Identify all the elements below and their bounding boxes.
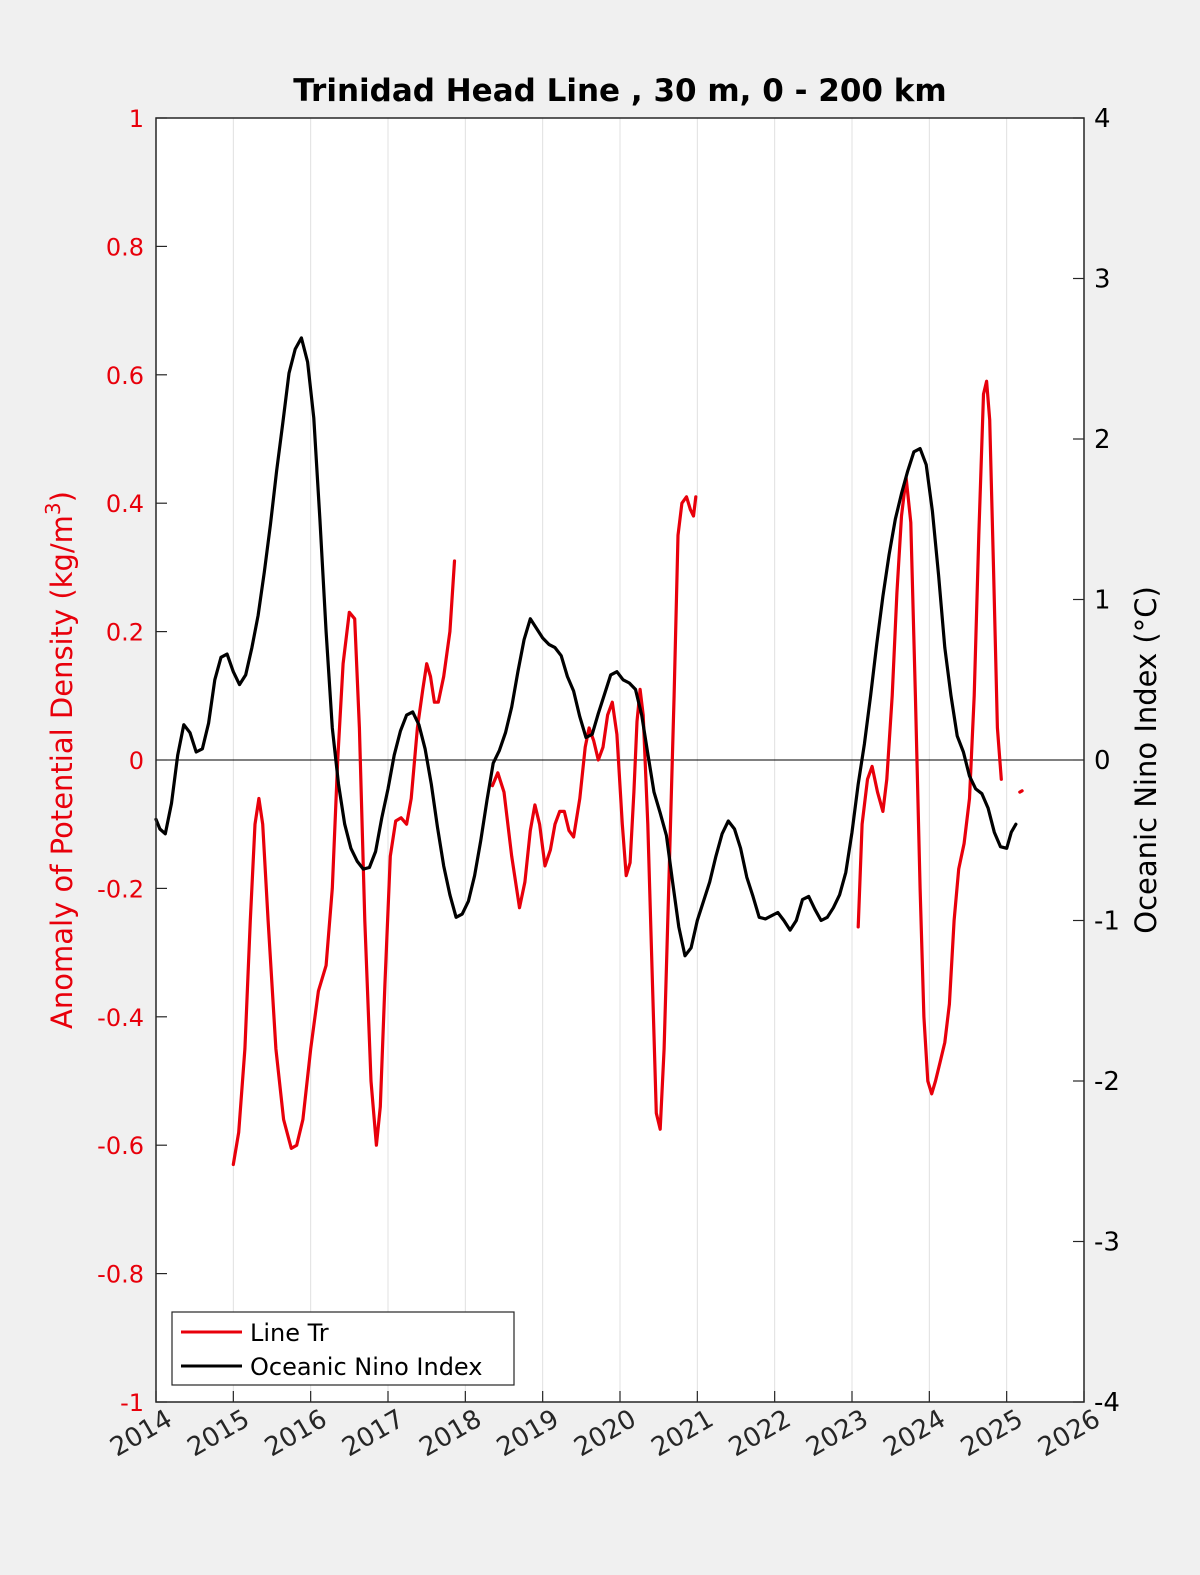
x-tick-label: 2019 [492,1404,564,1463]
left-tick-label: -0.4 [97,1004,144,1032]
line-tr-series-segment-1 [490,495,698,1131]
left-tick-label: 1 [129,105,144,133]
line-tr-series-segment-2 [856,379,1003,1096]
legend-label-oni: Oceanic Nino Index [250,1353,482,1381]
right-tick-label: -4 [1094,1388,1120,1418]
x-tick-label: 2022 [724,1404,796,1463]
x-tick-label: 2020 [569,1404,641,1463]
legend-label-line-tr: Line Tr [250,1319,329,1347]
right-tick-label: 3 [1094,265,1111,295]
oni-series-segment-0 [154,336,1018,958]
right-tick-label: 2 [1094,425,1111,455]
x-tick-label: 2016 [260,1404,332,1463]
left-tick-label: 0.2 [106,619,144,647]
left-axis-label: Anomaly of Potential Density (kg/m3) [41,491,79,1029]
legend: Line Tr Oceanic Nino Index [171,1311,515,1386]
line-tr-series-segment-0 [231,559,457,1167]
x-tick-label: 2025 [956,1404,1028,1463]
line-tr-series-segment-3 [1018,789,1024,794]
x-tick-label: 2024 [879,1404,951,1463]
left-tick-label: 0.8 [106,233,144,261]
left-axis-ticks: -1 -0.8 -0.6 -0.4 -0.2 0 0.2 0.4 0.6 0.8 1 [97,105,167,1417]
right-tick-label: -1 [1094,907,1120,937]
x-tick-label: 2018 [415,1404,487,1463]
left-tick-label: -1 [120,1389,144,1417]
left-tick-label: 0 [129,747,144,775]
right-tick-label: 1 [1094,586,1111,616]
left-tick-label: 0.6 [106,362,144,390]
left-axis-label-text: Anomaly of Potential Density (kg/m [45,515,79,1029]
left-tick-label: 0.4 [106,490,144,518]
x-tick-label: 2023 [801,1404,873,1463]
right-tick-label: 0 [1094,746,1111,776]
x-tick-label: 2017 [337,1404,409,1463]
left-tick-label: -0.6 [97,1132,144,1160]
legend-box [171,1311,515,1386]
left-axis-label-superscript: 3 [41,502,65,515]
x-tick-label: 2026 [1033,1404,1105,1463]
right-tick-label: -2 [1094,1067,1120,1097]
left-tick-label: -0.8 [97,1261,144,1289]
chart-title: Trinidad Head Line , 30 m, 0 - 200 km [293,73,946,109]
right-axis-ticks: -4 -3 -2 -1 0 1 2 3 4 [1073,104,1120,1418]
left-axis-label-close: ) [45,491,79,502]
right-tick-label: -3 [1094,1228,1120,1258]
x-tick-label: 2021 [647,1404,719,1463]
right-axis-label: Oceanic Nino Index (°C) [1129,586,1163,934]
plot-lines [154,336,1024,1167]
x-tick-label: 2015 [183,1404,255,1463]
right-tick-label: 4 [1094,104,1111,134]
left-tick-label: -0.2 [97,875,144,903]
